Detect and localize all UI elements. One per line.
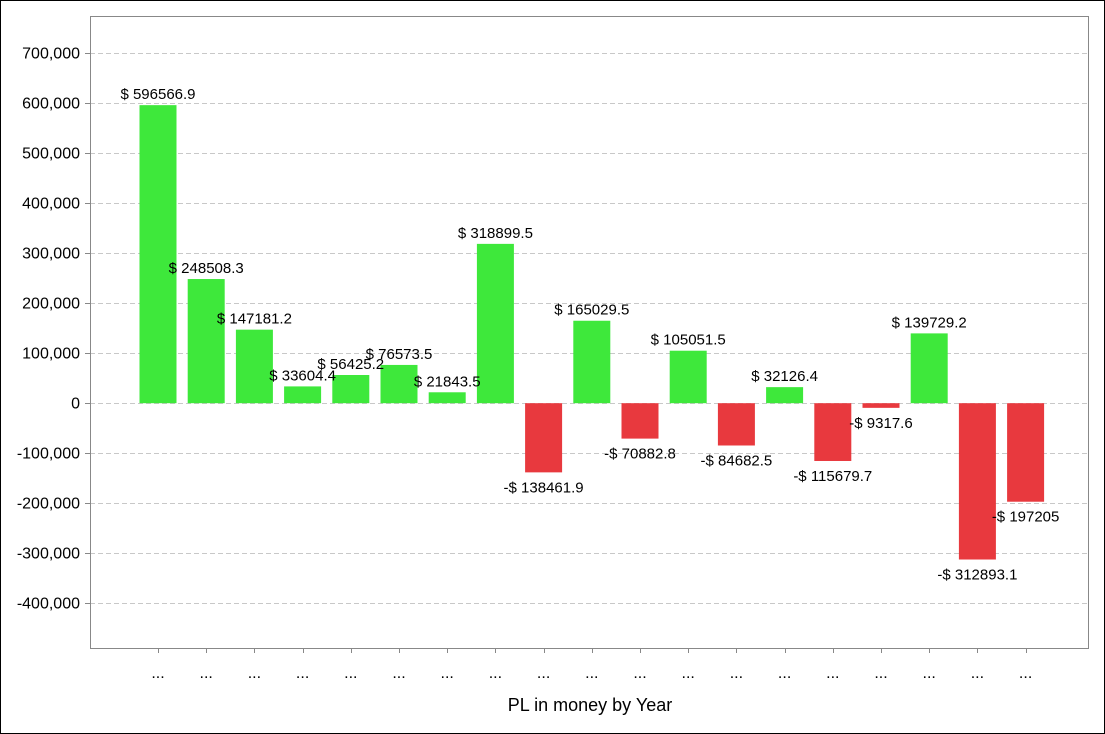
data-label: $ 33604.4 xyxy=(269,367,336,384)
bar xyxy=(814,403,852,461)
data-label: -$ 9317.6 xyxy=(849,415,912,432)
bar xyxy=(525,403,563,473)
data-label: -$ 197205 xyxy=(992,509,1060,526)
data-label: $ 76573.5 xyxy=(366,346,433,363)
x-tick-label: ... xyxy=(296,665,309,682)
x-tick-label: ... xyxy=(151,665,164,682)
x-tick-label: ... xyxy=(585,665,598,682)
data-label: $ 56425.2 xyxy=(317,356,384,373)
data-label: $ 32126.4 xyxy=(751,368,818,385)
bar xyxy=(380,364,418,404)
plot-border xyxy=(90,16,1089,649)
bar xyxy=(428,392,466,404)
bar xyxy=(910,333,948,404)
x-tick-label: ... xyxy=(441,665,454,682)
x-tick-label: ... xyxy=(489,665,502,682)
bar xyxy=(766,387,804,404)
bar xyxy=(1007,403,1045,502)
axes: 700,000 600,000 500,000 400,000 300,000 200,0… xyxy=(17,16,1089,682)
bar xyxy=(669,350,707,404)
y-tick-label: -200,000 xyxy=(17,496,80,513)
x-tick-label: ... xyxy=(392,665,405,682)
x-tick-label: ... xyxy=(682,665,695,682)
y-tick-label: -300,000 xyxy=(17,546,80,563)
data-label: $ 105051.5 xyxy=(651,332,726,349)
data-label: -$ 70882.8 xyxy=(604,446,676,463)
y-tick-label: 100,000 xyxy=(22,346,80,363)
data-label: $ 248508.3 xyxy=(169,260,244,277)
bar xyxy=(235,329,273,404)
x-tick-label: ... xyxy=(344,665,357,682)
data-label: $ 165029.5 xyxy=(554,302,629,319)
data-labels: $ 596566.9$ 248508.3$ 147181.2$ 33604.4$… xyxy=(120,86,1059,583)
x-tick-label: ... xyxy=(826,665,839,682)
y-tick-label: -100,000 xyxy=(17,446,80,463)
bar xyxy=(958,403,996,560)
x-tick-label: ... xyxy=(730,665,743,682)
y-tick-label: 200,000 xyxy=(22,296,80,313)
bar xyxy=(476,243,514,404)
bar xyxy=(862,403,900,408)
data-label: $ 596566.9 xyxy=(120,86,195,103)
data-label: -$ 138461.9 xyxy=(504,479,584,496)
x-tick-label: ... xyxy=(971,665,984,682)
bars xyxy=(139,105,1045,560)
y-tick-label: 300,000 xyxy=(22,246,80,263)
x-tick-label: ... xyxy=(1019,665,1032,682)
x-tick-label: ... xyxy=(633,665,646,682)
x-tick-label: ... xyxy=(248,665,261,682)
x-tick-label: ... xyxy=(200,665,213,682)
data-label: -$ 115679.7 xyxy=(793,468,872,485)
y-tick-label: 500,000 xyxy=(22,146,80,163)
bar xyxy=(621,403,659,439)
data-label: -$ 312893.1 xyxy=(937,567,1017,584)
y-tick-label: 400,000 xyxy=(22,196,80,213)
data-label: $ 147181.2 xyxy=(217,311,292,328)
data-label: $ 318899.5 xyxy=(458,225,533,242)
bar xyxy=(139,105,177,404)
y-tick-label: 600,000 xyxy=(22,96,80,113)
x-tick-label: ... xyxy=(537,665,550,682)
data-label: $ 139729.2 xyxy=(892,314,967,331)
data-label: $ 21843.5 xyxy=(414,373,481,390)
x-tick-label: ... xyxy=(778,665,791,682)
data-label: -$ 84682.5 xyxy=(701,453,773,470)
x-tick-label: ... xyxy=(923,665,936,682)
y-tick-label: 0 xyxy=(71,396,80,413)
x-tick-label: ... xyxy=(874,665,887,682)
y-tick-label: 700,000 xyxy=(22,46,80,63)
bar xyxy=(573,320,611,404)
bar xyxy=(284,386,322,404)
x-axis-title: PL in money by Year xyxy=(508,695,672,715)
y-tick-label: -400,000 xyxy=(17,596,80,613)
bar xyxy=(332,375,370,404)
bar xyxy=(717,403,755,446)
bar xyxy=(187,279,225,404)
